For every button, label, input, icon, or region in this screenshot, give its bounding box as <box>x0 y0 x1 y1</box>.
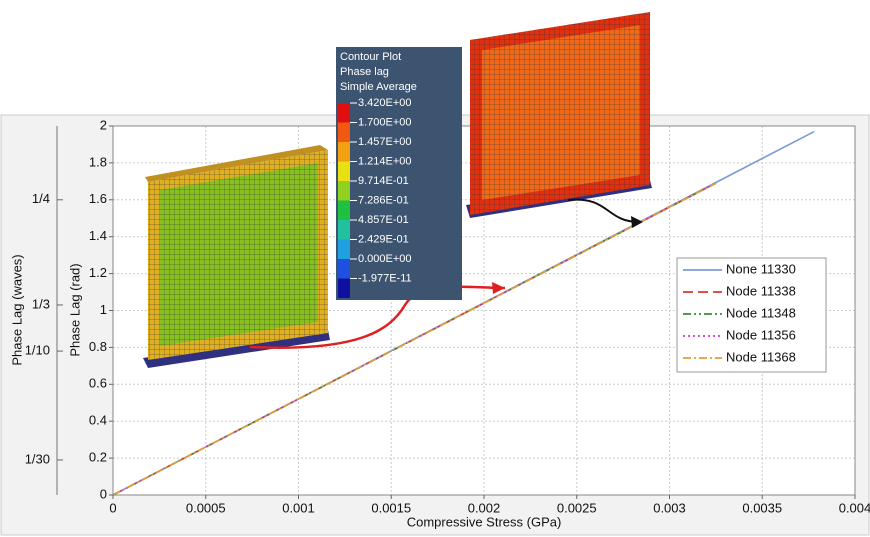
x-tick-label: 0.0015 <box>371 500 411 515</box>
contour-swatch <box>338 259 350 279</box>
y-tick-label: 1.2 <box>89 265 107 280</box>
contour-level-label: 3.420E+00 <box>358 97 412 109</box>
y-tick-label: 0.8 <box>89 339 107 354</box>
contour-level-label: 4.857E-01 <box>358 214 409 226</box>
y-tick-label: 1.8 <box>89 154 107 169</box>
x-tick-label: 0.004 <box>839 500 870 515</box>
contour-swatch <box>338 103 350 123</box>
contour-level-label: 1.457E+00 <box>358 136 412 148</box>
x-tick-label: 0.002 <box>468 500 501 515</box>
contour-level-label: 1.700E+00 <box>358 116 412 128</box>
contour-level-label: 7.286E-01 <box>358 194 409 206</box>
contour-swatch <box>338 201 350 221</box>
y-tick-label: 0.4 <box>89 413 107 428</box>
y-axis-label: Phase Lag (rad) <box>67 263 82 356</box>
contour-level-label: -1.977E-11 <box>358 272 412 284</box>
y-tick-label: 0.6 <box>89 376 107 391</box>
contour-title: Phase lag <box>340 66 389 78</box>
y-tick-label: 1.4 <box>89 228 107 243</box>
y-tick-label: 0 <box>100 486 107 501</box>
contour-level-label: 9.714E-01 <box>358 175 409 187</box>
page: {"chart_data": { "type": "line", "xlabel… <box>0 0 870 537</box>
contour-title: Contour Plot <box>340 51 401 63</box>
legend-label: Node 11338 <box>726 283 796 298</box>
x-tick-label: 0.0035 <box>742 500 782 515</box>
legend-label: Node 11348 <box>726 305 796 320</box>
plate-image-orange <box>466 12 652 218</box>
x-tick-label: 0.003 <box>653 500 686 515</box>
contour-swatch <box>338 220 350 240</box>
contour-title: Simple Average <box>340 81 417 93</box>
contour-legend: Contour Plot Phase lag Simple Average 3.420… <box>336 47 462 300</box>
x-tick-label: 0.0025 <box>557 500 597 515</box>
y-tick-label: 1 <box>100 302 107 317</box>
contour-level-label: 2.429E-01 <box>358 233 409 245</box>
y2-axis-label: Phase Lag (waves) <box>9 254 24 365</box>
x-tick-label: 0.0005 <box>186 500 226 515</box>
y2-tick-label: 1/30 <box>25 451 50 466</box>
contour-swatch <box>338 181 350 201</box>
y2-tick-label: 1/10 <box>25 343 50 358</box>
legend-label: None 11330 <box>726 261 796 276</box>
contour-swatch <box>338 162 350 182</box>
legend: None 11330 Node 11338 Node 11348 Node 11356… <box>677 258 826 372</box>
legend-label: Node 11368 <box>726 349 796 364</box>
y-tick-label: 1.6 <box>89 191 107 206</box>
contour-level-label: 0.000E+00 <box>358 253 412 265</box>
contour-swatch <box>338 142 350 162</box>
chart: Compressive Stress (GPa) Phase Lag (rad)… <box>0 0 870 537</box>
contour-swatch <box>338 240 350 260</box>
legend-label: Node 11356 <box>726 327 796 342</box>
y-tick-label: 0.2 <box>89 450 107 465</box>
x-tick-label: 0.001 <box>282 500 315 515</box>
y2-tick-label: 1/4 <box>32 191 50 206</box>
x-axis-label: Compressive Stress (GPa) <box>407 514 562 529</box>
y-tick-label: 2 <box>100 117 107 132</box>
contour-level-label: 1.214E+00 <box>358 155 412 167</box>
x-tick-label: 0 <box>109 500 116 515</box>
plate-image-green <box>143 145 330 368</box>
contour-swatch <box>338 123 350 143</box>
y2-tick-label: 1/3 <box>32 296 50 311</box>
contour-swatch <box>338 279 350 299</box>
